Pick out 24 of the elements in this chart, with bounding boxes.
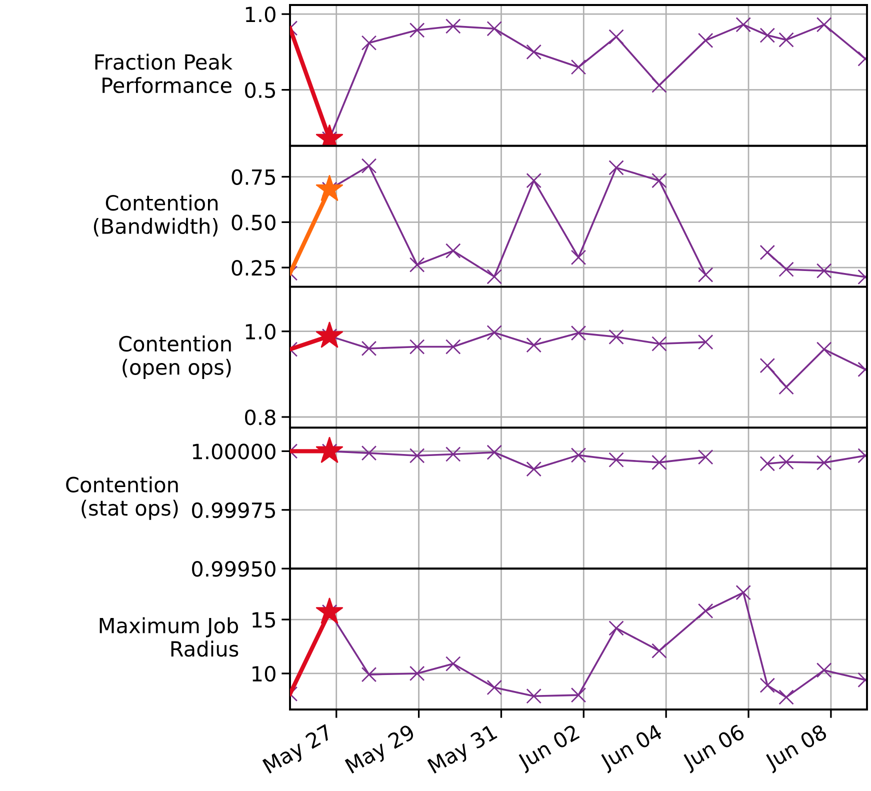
x-tick-label: Jun 04 — [598, 724, 665, 774]
x-tick-label: Jun 06 — [680, 724, 748, 774]
x-tick-label: May 29 — [344, 724, 418, 778]
y-tick-label: 15 — [252, 612, 275, 628]
x-tick-label: May 31 — [427, 724, 500, 778]
y-tick-label: 0.50 — [232, 214, 276, 230]
x-tick-label: Jun 08 — [763, 724, 830, 774]
y-tick-label: 0.99975 — [192, 502, 275, 518]
y-tick-label: 0.25 — [232, 260, 275, 276]
x-tick-label: Jun 02 — [516, 724, 582, 774]
y-tick-label: 0.5 — [245, 82, 275, 98]
x-tick-label: May 27 — [262, 724, 335, 778]
y-tick-label: 0.99950 — [192, 561, 276, 577]
y-axis-title: Fraction Peak Performance — [95, 54, 233, 94]
y-tick-label: 1.0 — [246, 324, 276, 340]
y-axis-title: Contention (Bandwidth) — [94, 194, 218, 237]
y-axis-title: Contention (stat ops) — [66, 476, 178, 520]
y-tick-label: 0.75 — [232, 169, 275, 185]
y-tick-label: 1.0 — [246, 6, 276, 22]
y-tick-label: 1.00000 — [192, 444, 276, 460]
y-axis-title: Contention (open ops) — [119, 336, 231, 379]
y-tick-label: 0.8 — [245, 409, 276, 426]
y-tick-label: 10 — [252, 666, 276, 682]
y-axis-title: Maximum Job Radius — [100, 617, 238, 657]
